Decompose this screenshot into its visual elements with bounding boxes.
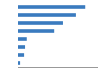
- bar: [18, 13, 76, 17]
- bar: [18, 45, 25, 49]
- bar: [18, 37, 27, 41]
- bar: [18, 53, 24, 57]
- chart-container: [0, 0, 100, 71]
- x-axis-line: [18, 67, 98, 68]
- chart: [0, 0, 100, 71]
- bars: [18, 5, 85, 65]
- bar: [18, 5, 85, 9]
- bar: [18, 29, 54, 33]
- bar: [18, 21, 63, 25]
- bar: [18, 61, 20, 65]
